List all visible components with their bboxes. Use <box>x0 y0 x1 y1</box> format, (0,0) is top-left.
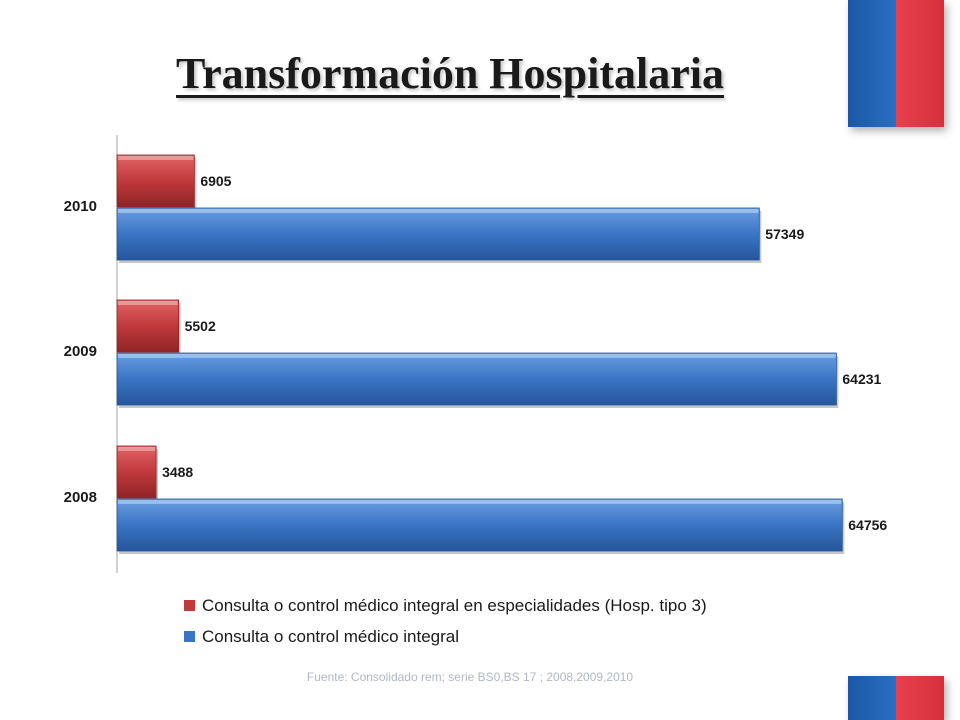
category-label: 2008 <box>64 489 97 506</box>
chart-legend: Consulta o control médico integral en es… <box>184 590 707 652</box>
value-label-especialidades: 6905 <box>200 173 231 189</box>
bar-especialidades <box>116 154 195 208</box>
legend-swatch-blue <box>184 631 195 642</box>
bar-highlight <box>118 447 156 451</box>
value-label-integral: 64756 <box>848 517 887 533</box>
bar-highlight <box>118 301 178 305</box>
source-note: Fuente: Consolidado rem; serie BS0,BS 17… <box>306 670 634 684</box>
bar-especialidades <box>116 299 180 353</box>
chile-flag-top-decoration <box>848 0 944 127</box>
legend-item-especialidades: Consulta o control médico integral en es… <box>184 590 707 621</box>
bar-integral <box>116 498 843 552</box>
value-label-integral: 64231 <box>842 371 881 387</box>
legend-label: Consulta o control médico integral en es… <box>202 595 707 615</box>
category-label: 2009 <box>64 343 97 360</box>
legend-item-integral: Consulta o control médico integral <box>184 621 707 652</box>
bar-integral <box>116 352 837 406</box>
value-label-especialidades: 5502 <box>185 318 216 334</box>
legend-label: Consulta o control médico integral <box>202 626 460 646</box>
bar-highlight <box>118 209 759 213</box>
page-title: Transformación Hospitalaria <box>176 49 724 98</box>
chile-flag-bottom-decoration <box>848 676 944 720</box>
value-label-integral: 57349 <box>765 226 804 242</box>
bar-especialidades <box>116 445 157 499</box>
bar-highlight <box>118 156 194 160</box>
legend-swatch-red <box>184 600 195 611</box>
category-label: 2010 <box>64 198 97 215</box>
bar-integral <box>116 207 760 261</box>
bar-highlight <box>118 500 842 504</box>
value-label-especialidades: 3488 <box>162 464 193 480</box>
bar-highlight <box>118 354 836 358</box>
